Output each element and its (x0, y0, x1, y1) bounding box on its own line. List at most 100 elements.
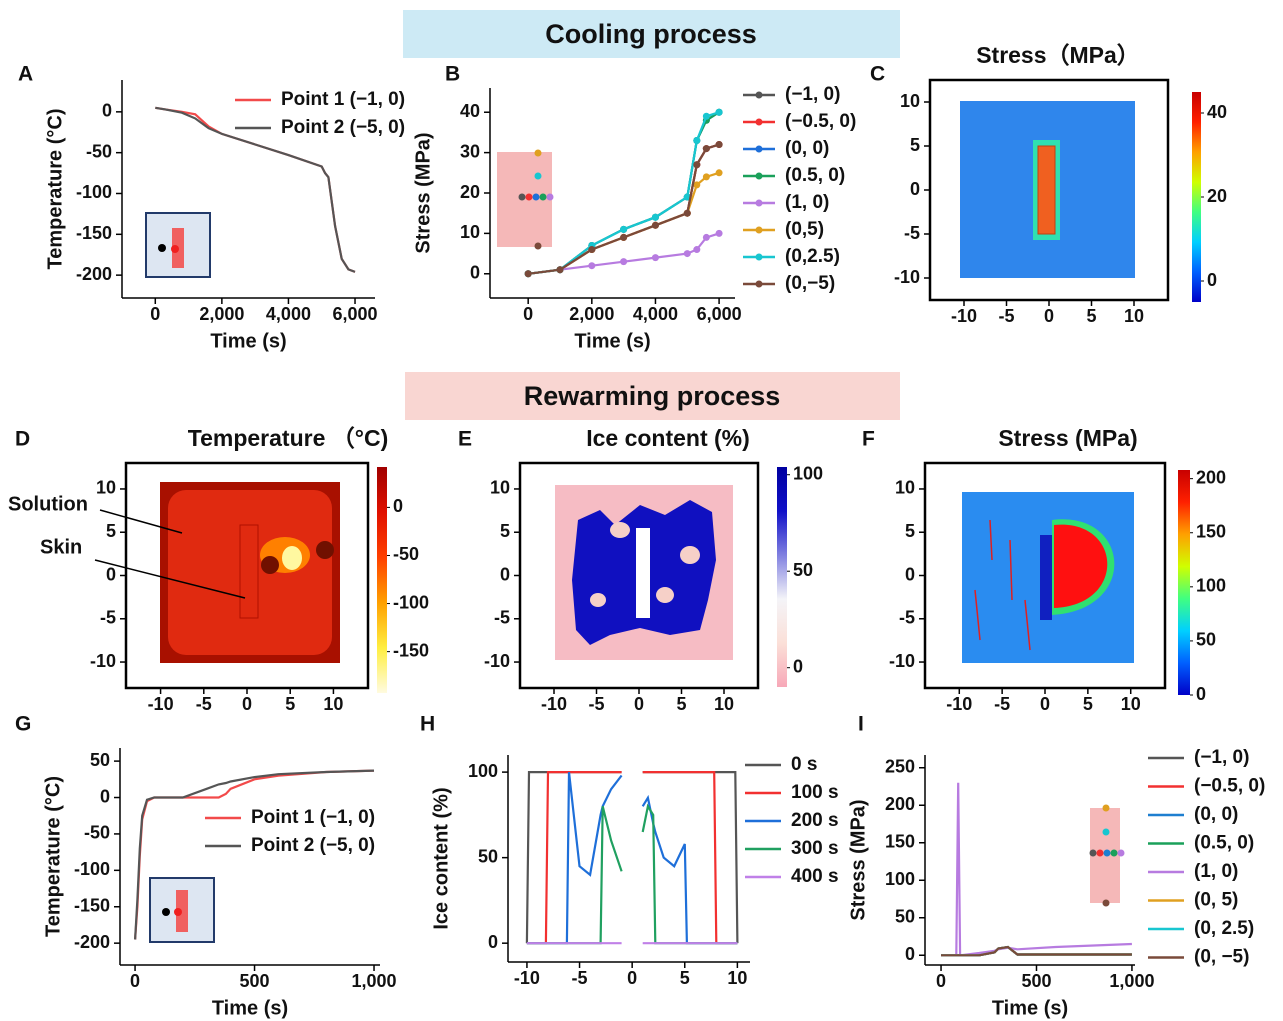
legend-label: (0.5, 0) (1194, 833, 1254, 854)
colorbar-tick-label: 0 (1207, 270, 1217, 290)
y-axis-label: Temperature (°C) (44, 109, 66, 270)
x-tick-label: 500 (1021, 971, 1051, 991)
x-tick-label: -5 (998, 306, 1014, 326)
y-tick-label: 10 (460, 222, 480, 242)
panel-label: F (862, 428, 875, 451)
annotation: Solution (8, 493, 88, 515)
legend-marker (755, 172, 763, 180)
colorbar-tick-label: 200 (1196, 467, 1226, 487)
legend-marker (755, 226, 763, 234)
colorbar-tick-label: 50 (1196, 630, 1216, 650)
inset-point (158, 244, 166, 252)
point (715, 229, 723, 237)
colorbar-tick-label: 150 (1196, 521, 1226, 541)
y-tick-label: -5 (100, 608, 116, 628)
x-tick-label: 1,000 (1109, 971, 1154, 991)
y-tick-label: 0 (905, 944, 915, 964)
colorbar-tick-label: 40 (1207, 102, 1227, 122)
point (702, 112, 710, 120)
legend-marker (755, 280, 763, 288)
inset-point (1096, 849, 1104, 857)
legend-label: (0, 5) (1194, 890, 1238, 911)
y-tick-label: -50 (84, 823, 110, 843)
y-tick-label: 0 (470, 263, 480, 283)
field-region (636, 528, 650, 618)
legend-label: (−1, 0) (785, 84, 840, 105)
y-tick-label: 5 (106, 521, 116, 541)
inset-point (174, 908, 182, 916)
field-region (1054, 524, 1108, 608)
inset-point (1103, 849, 1111, 857)
series-line (526, 803, 738, 945)
point (588, 262, 596, 270)
y-tick-label: -5 (899, 608, 915, 628)
legend-marker (755, 118, 763, 126)
field-region (656, 587, 674, 603)
field-region (261, 556, 279, 574)
series-line (526, 771, 738, 945)
colorbar-tick-label: 0 (793, 656, 803, 676)
series-line (155, 106, 356, 273)
point (651, 221, 659, 229)
x-tick-label: 0 (634, 694, 644, 714)
colorbar-tick-label: 20 (1207, 186, 1227, 206)
legend-label: 200 s (791, 810, 839, 831)
y-tick-label: -150 (76, 223, 112, 243)
y-axis-label: Stress (MPa) (847, 799, 869, 920)
y-tick-label: 0 (488, 932, 498, 952)
y-tick-label: 50 (478, 846, 498, 866)
legend-marker (755, 253, 763, 261)
inset (145, 212, 211, 278)
point (651, 213, 659, 221)
point (702, 233, 710, 241)
x-tick-label: 5 (285, 694, 295, 714)
x-tick-label: 6,000 (333, 304, 378, 324)
panel-label: E (458, 428, 472, 451)
point (683, 250, 691, 258)
panel-label: I (858, 713, 864, 736)
y-tick-label: 0 (500, 564, 510, 584)
field-region (610, 522, 630, 538)
chart-title: Stress（MPa） (976, 42, 1140, 68)
y-tick-label: 0 (905, 564, 915, 584)
y-tick-label: -10 (90, 651, 116, 671)
x-tick-label: 0 (130, 971, 140, 991)
point (620, 258, 628, 266)
y-tick-label: 0 (102, 101, 112, 121)
panel-label: D (15, 428, 30, 451)
point (620, 233, 628, 241)
panel-label: G (15, 713, 31, 736)
legend-marker (755, 145, 763, 153)
legend-label: (1, 0) (1194, 861, 1238, 882)
x-tick-label: 2,000 (199, 304, 244, 324)
chart-title: Temperature （°C) (188, 425, 388, 451)
y-tick-label: 0 (106, 564, 116, 584)
y-tick-label: 0 (910, 179, 920, 199)
y-tick-label: -10 (484, 651, 510, 671)
section-banner (405, 372, 900, 420)
colorbar (1192, 92, 1201, 302)
x-axis-label: Time (s) (574, 330, 650, 352)
legend-label: (−1, 0) (1194, 747, 1249, 768)
y-tick-label: 100 (468, 761, 498, 781)
x-tick-label: -5 (196, 694, 212, 714)
inset-point (534, 149, 542, 157)
inset-point (1110, 849, 1118, 857)
legend-label: (0.5, 0) (785, 165, 845, 186)
y-tick-label: 30 (460, 141, 480, 161)
annotation: Skin (40, 536, 82, 558)
inset (1089, 804, 1125, 907)
x-tick-label: -5 (588, 694, 604, 714)
colorbar-tick-label: 0 (393, 496, 403, 516)
x-tick-label: 500 (240, 971, 270, 991)
section-banner (403, 10, 900, 58)
colorbar-tick-label: 50 (793, 560, 813, 580)
legend-label: (0, 0) (1194, 804, 1238, 825)
pointer (94, 559, 246, 599)
x-axis-label: Time (s) (212, 997, 288, 1019)
x-tick-label: -10 (541, 694, 567, 714)
chart-title: Stress (MPa) (998, 425, 1137, 451)
inset (149, 877, 215, 943)
point (715, 169, 723, 177)
